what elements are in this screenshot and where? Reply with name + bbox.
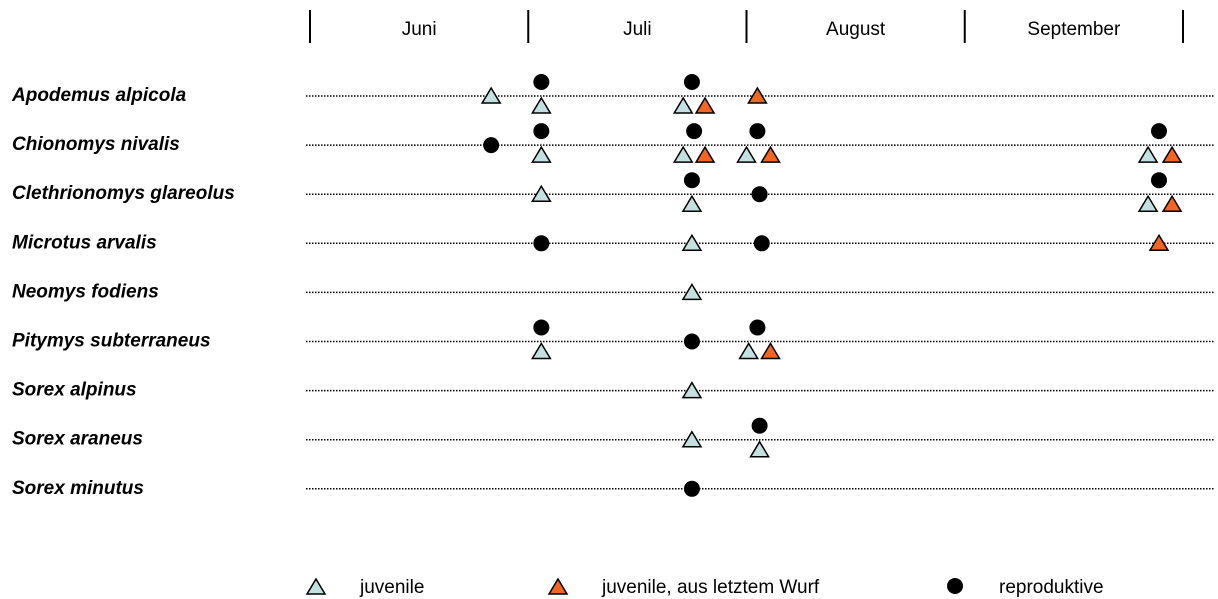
- species-label: Sorex alpinus: [12, 380, 137, 401]
- month-label: September: [1027, 19, 1121, 40]
- month-label: Juli: [623, 19, 652, 40]
- triangle-marker: [672, 145, 694, 163]
- month-label: Juni: [402, 19, 437, 40]
- triangle-marker: [1137, 194, 1159, 212]
- month-label: August: [826, 19, 886, 40]
- triangle-marker: [747, 86, 768, 104]
- triangle-marker: [531, 96, 552, 114]
- triangle-marker: [531, 342, 552, 360]
- circle-marker: [533, 123, 550, 140]
- triangle-marker: [694, 145, 716, 163]
- legend-label: juvenile, aus letztem Wurf: [601, 577, 820, 598]
- triangle-marker: [749, 440, 770, 458]
- circle-marker: [533, 74, 550, 90]
- circle-marker: [686, 123, 703, 140]
- circle-marker: [683, 172, 700, 189]
- circle-marker: [533, 235, 550, 252]
- triangle-marker: [681, 430, 703, 448]
- circle-marker: [751, 417, 768, 434]
- triangle-marker: [1161, 145, 1183, 163]
- species-label: Clethrionomys glareolus: [12, 183, 235, 204]
- circle-marker: [751, 186, 768, 203]
- circle-marker: [749, 319, 766, 336]
- triangle-marker: [1137, 145, 1159, 163]
- circle-marker: [483, 137, 500, 154]
- circle-marker: [1150, 172, 1167, 189]
- circle-marker: [749, 123, 766, 140]
- species-label: Apodemus alpicola: [11, 85, 187, 106]
- species-label: Sorex araneus: [12, 429, 143, 450]
- species-label: Pitymys subterraneus: [12, 331, 211, 352]
- legend-label: juvenile: [359, 577, 424, 598]
- triangle-marker: [760, 145, 781, 163]
- legend-marker: [547, 577, 569, 595]
- triangle-marker: [760, 342, 781, 360]
- triangle-marker: [672, 96, 694, 114]
- triangle-marker: [681, 282, 703, 301]
- legend-marker: [947, 578, 963, 594]
- circle-marker: [683, 333, 700, 350]
- triangle-marker: [1148, 233, 1170, 252]
- triangle-marker: [531, 145, 552, 163]
- triangle-marker: [694, 96, 716, 114]
- triangle-marker: [1161, 194, 1183, 212]
- triangle-marker: [531, 184, 552, 202]
- species-label: Neomys fodiens: [12, 281, 159, 302]
- species-label: Chionomys nivalis: [12, 134, 180, 155]
- circle-marker: [1150, 123, 1167, 140]
- species-label: Sorex minutus: [12, 478, 144, 499]
- legend-label: reproduktive: [999, 577, 1104, 598]
- circle-marker: [753, 235, 770, 252]
- triangle-marker: [681, 381, 703, 399]
- legend-marker: [305, 577, 327, 595]
- triangle-marker: [681, 194, 703, 212]
- circle-marker: [683, 480, 700, 497]
- circle-marker: [683, 74, 700, 90]
- triangle-marker: [738, 342, 760, 360]
- triangle-marker: [736, 145, 757, 163]
- species-label: Microtus arvalis: [12, 232, 157, 253]
- triangle-marker: [681, 233, 703, 252]
- triangle-marker: [480, 86, 502, 104]
- circle-marker: [533, 319, 550, 336]
